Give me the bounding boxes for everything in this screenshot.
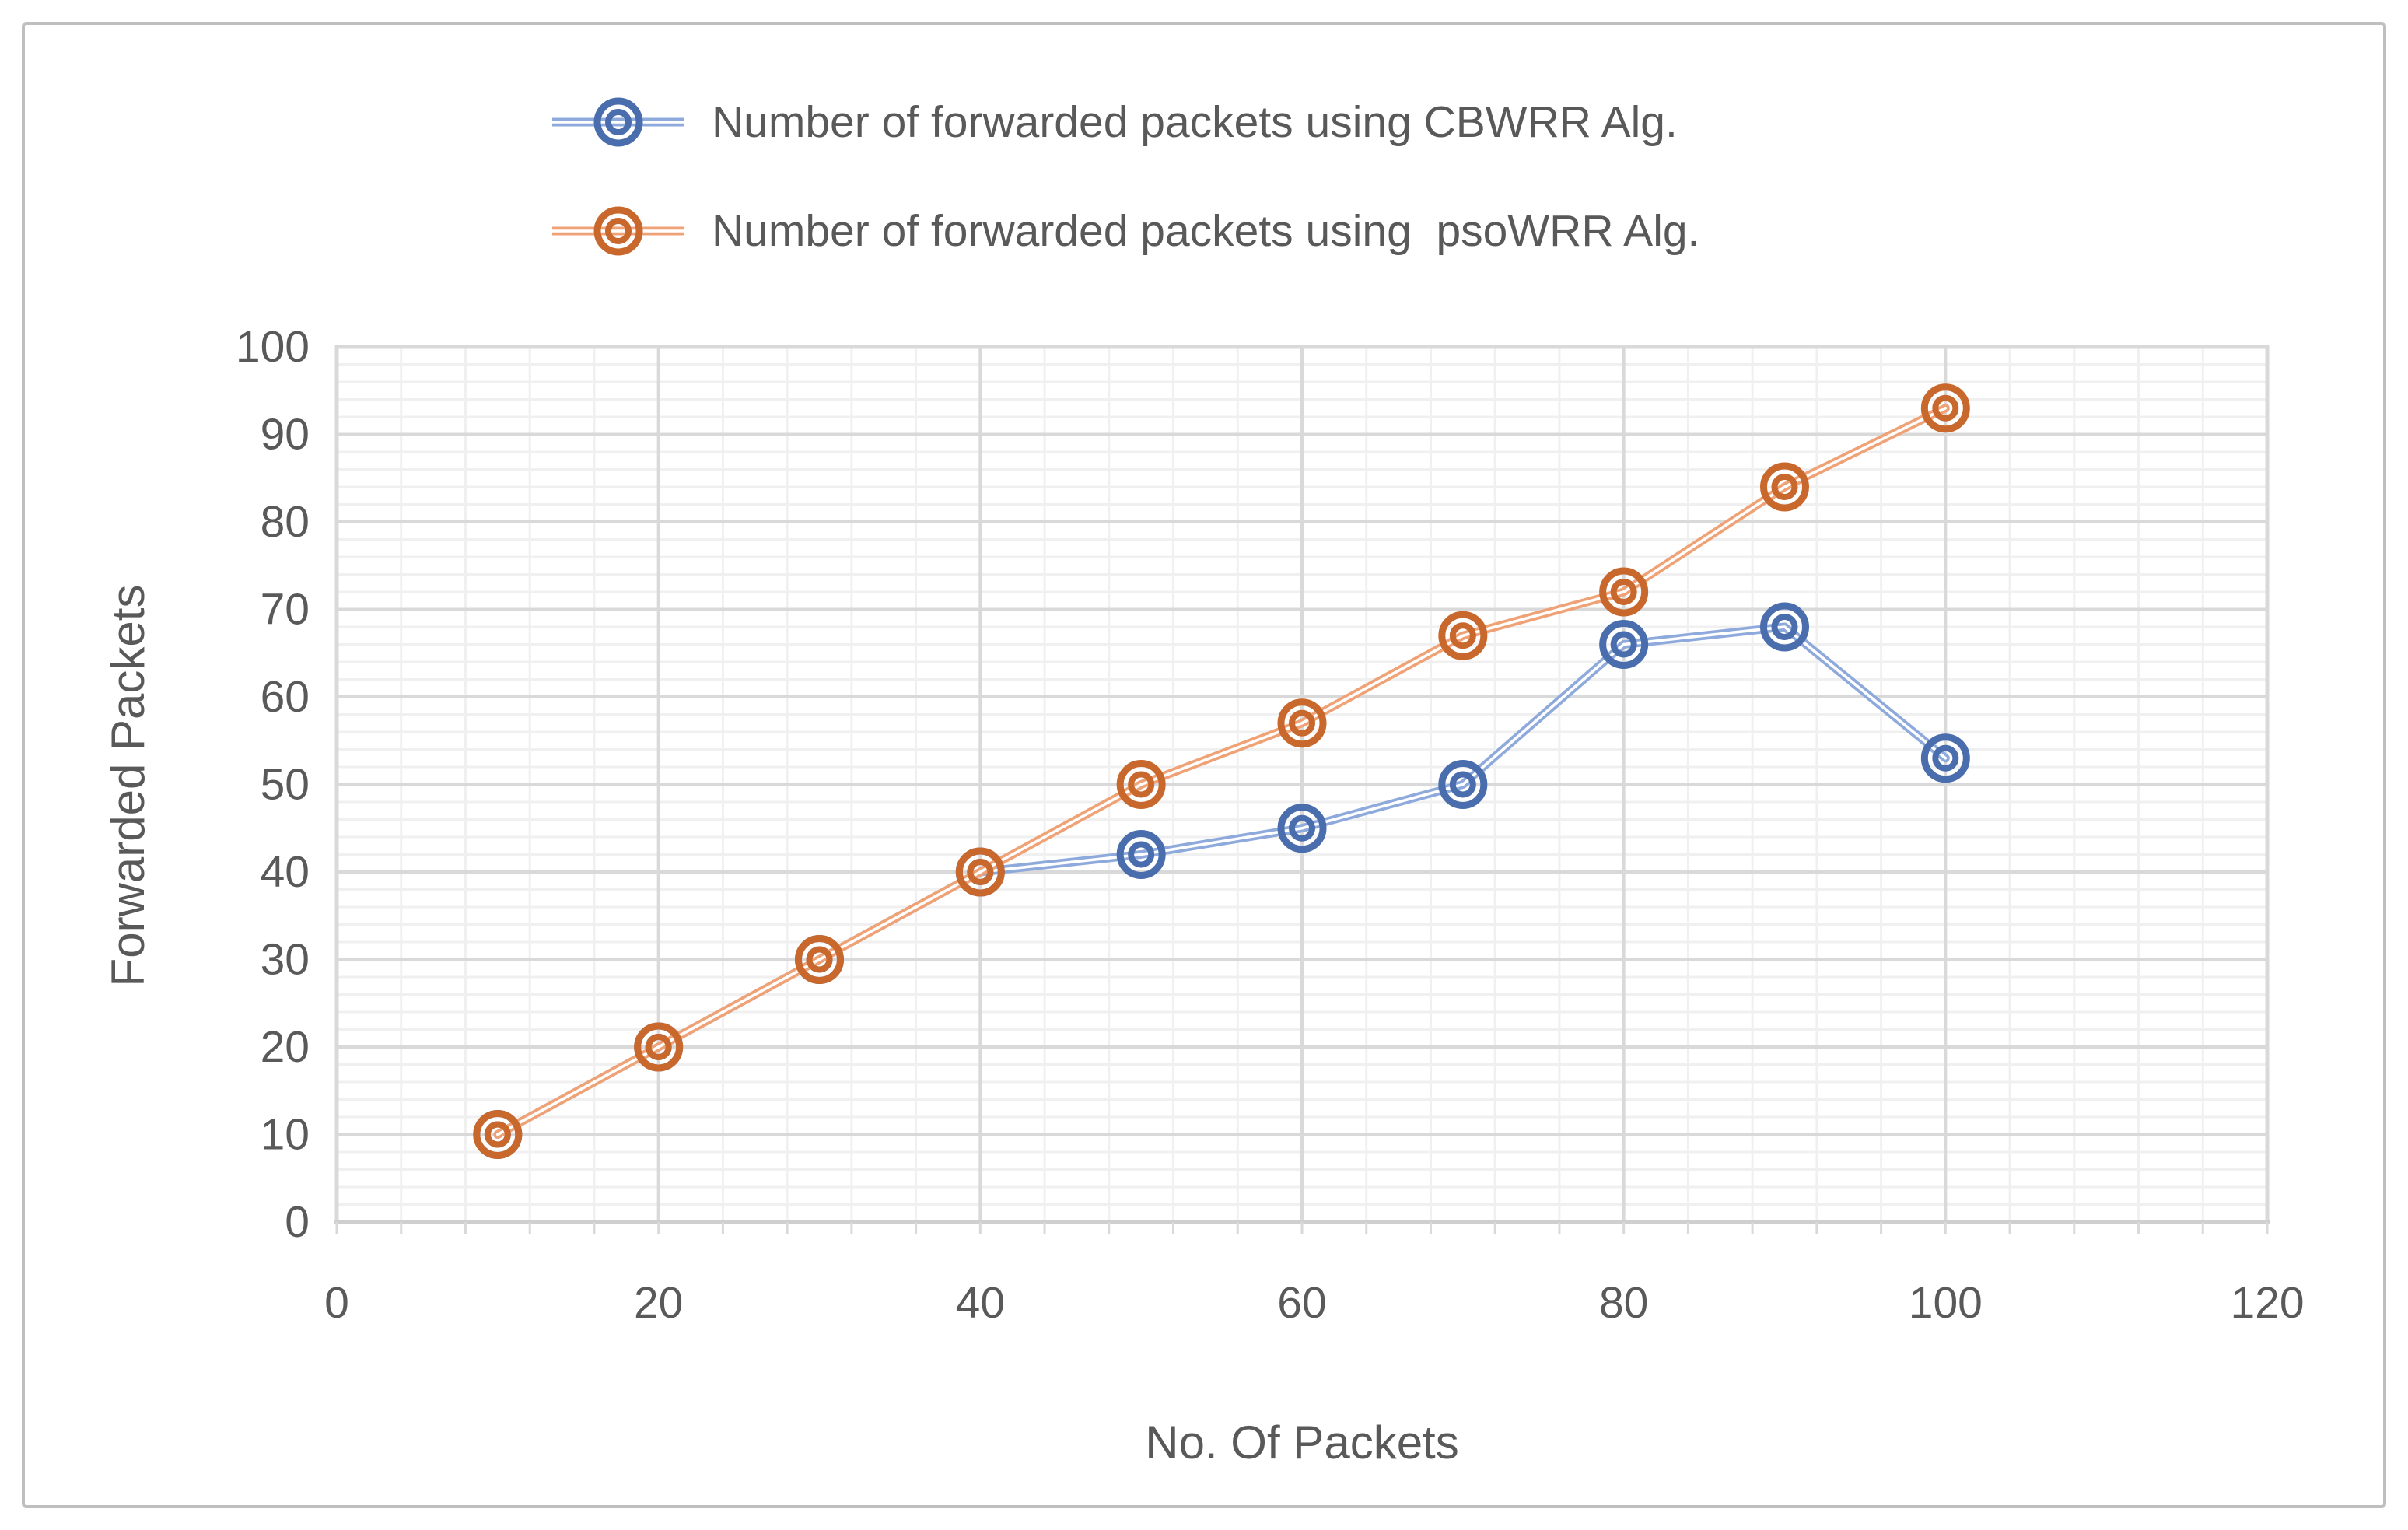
legend-marker-cbwrr — [552, 97, 684, 147]
data-point-marker — [1438, 760, 1488, 809]
y-axis-title: Forwarded Packets — [102, 585, 154, 987]
data-point-marker — [634, 1022, 684, 1072]
x-tick-label: 80 — [1599, 1278, 1648, 1328]
y-tick-label: 60 — [261, 672, 310, 722]
data-point-marker — [955, 847, 1005, 897]
y-tick-label: 100 — [236, 322, 310, 372]
y-tick-label: 10 — [261, 1110, 310, 1160]
y-tick-label: 90 — [261, 410, 310, 460]
series-line-core-cbwrr — [496, 625, 1948, 1136]
x-tick-label: 0 — [324, 1278, 349, 1328]
legend-marker-psowrr — [552, 206, 684, 256]
y-tick-label: 0 — [285, 1197, 310, 1247]
series-line-cbwrr — [493, 622, 1950, 1139]
data-point-marker — [1599, 620, 1649, 669]
data-point-marker — [1277, 804, 1327, 853]
legend: Number of forwarded packets using CBWRR … — [552, 97, 1699, 256]
series-layer — [473, 383, 1970, 1159]
x-tick-label: 100 — [1909, 1278, 1983, 1328]
x-tick-label: 120 — [2230, 1278, 2304, 1328]
data-point-marker — [795, 935, 844, 984]
data-point-marker — [593, 206, 643, 256]
data-point-marker — [1277, 698, 1327, 748]
data-point-marker — [1438, 611, 1488, 660]
tick-labels: 0 10 20 30 40 50 60 70 80 90 100 0 20 40 60 80 100 120 — [236, 322, 2305, 1328]
series-psowrr — [473, 383, 1970, 1159]
data-point-marker — [1760, 602, 1809, 652]
data-point-marker — [1116, 760, 1166, 809]
y-tick-label: 30 — [261, 935, 310, 985]
data-point-marker — [1116, 830, 1166, 879]
y-tick-label: 50 — [261, 760, 310, 810]
gridlines-major — [335, 345, 2269, 1224]
legend-label-psowrr: Number of forwarded packets using psoWRR… — [712, 206, 1699, 256]
y-tick-label: 40 — [261, 847, 310, 897]
data-point-marker — [473, 1110, 523, 1159]
figure-border — [22, 22, 2386, 1508]
x-axis-title: No. Of Packets — [1145, 1416, 1458, 1469]
y-tick-label: 20 — [261, 1022, 310, 1072]
data-point-marker — [1599, 567, 1649, 617]
series-line-psowrr — [493, 404, 1950, 1139]
y-tick-label: 70 — [261, 585, 310, 635]
x-tick-label: 60 — [1277, 1278, 1326, 1328]
series-cbwrr — [473, 602, 1970, 1159]
data-point-marker — [1760, 462, 1809, 512]
legend-label-cbwrr: Number of forwarded packets using CBWRR … — [712, 97, 1678, 147]
data-point-marker — [1920, 383, 1970, 433]
series-line-core-psowrr — [496, 406, 1948, 1136]
data-point-marker — [593, 97, 643, 147]
x-tick-label: 20 — [634, 1278, 683, 1328]
data-point-marker — [1920, 733, 1970, 783]
x-tick-label: 40 — [956, 1278, 1005, 1328]
y-tick-label: 80 — [261, 497, 310, 547]
x-axis-tick-marks — [335, 1222, 2269, 1234]
